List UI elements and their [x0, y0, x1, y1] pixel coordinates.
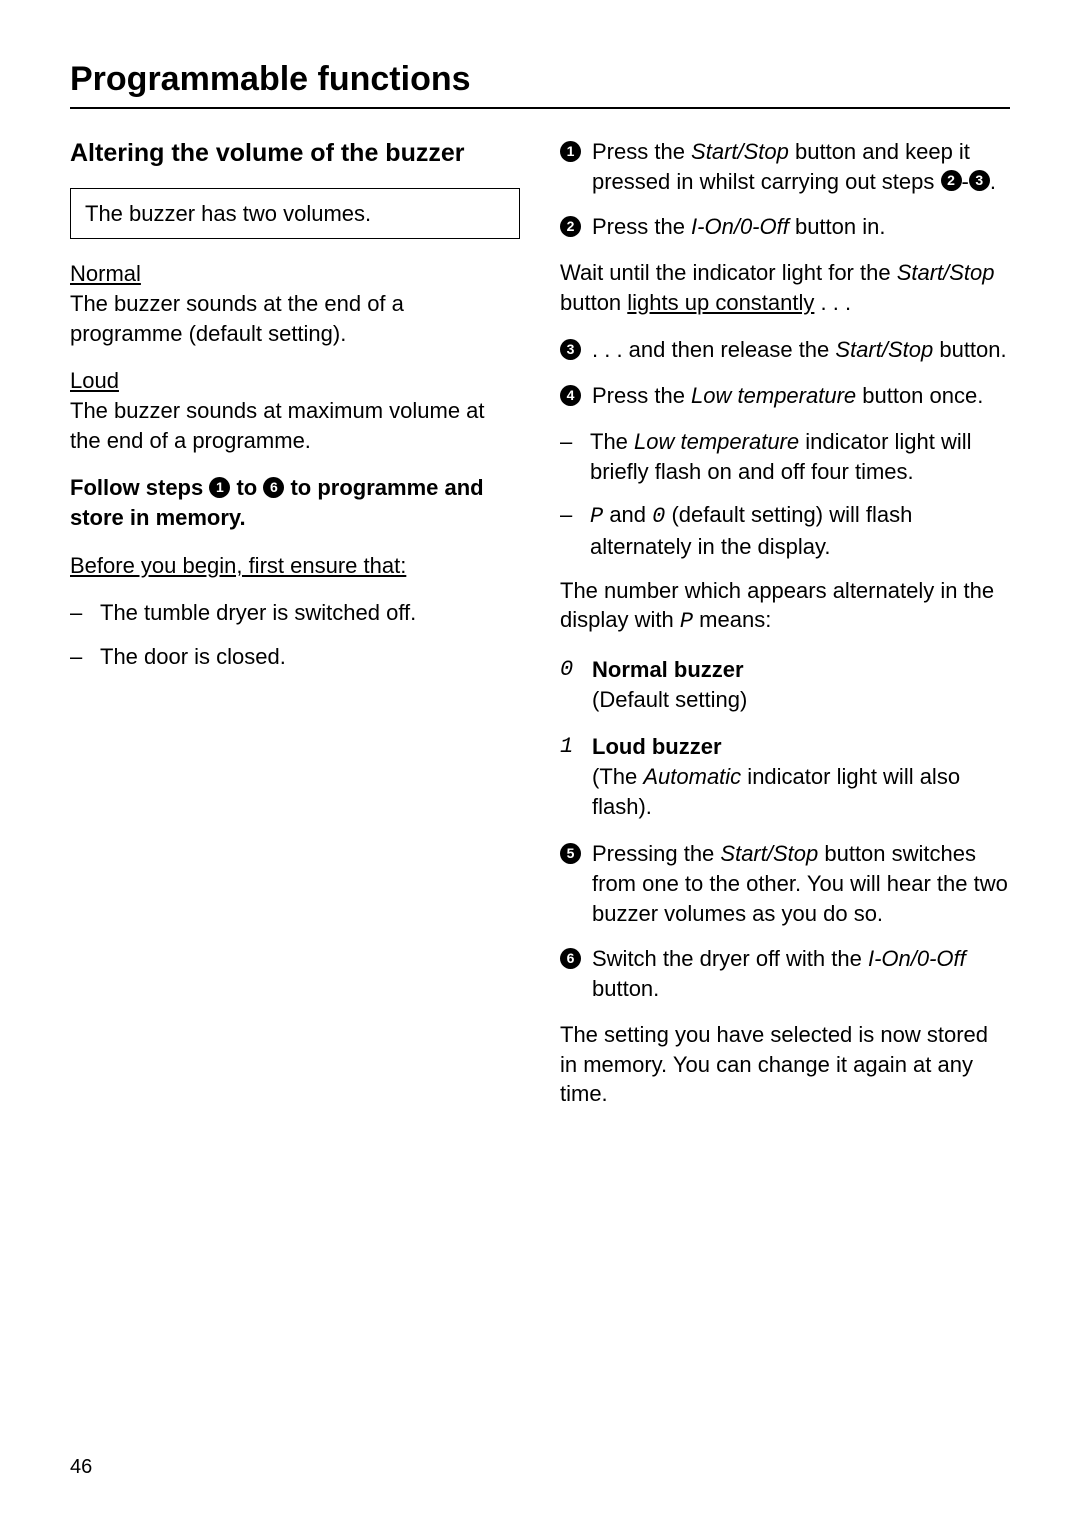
wait-para: Wait until the indicator light for the S…	[560, 258, 1010, 317]
step-3-text: . . . and then release the Start/Stop bu…	[592, 335, 1007, 365]
step-1: 1 Press the Start/Stop button and keep i…	[560, 137, 1010, 196]
circled-4-icon: 4	[560, 385, 581, 406]
step-3: 3 . . . and then release the Start/Stop …	[560, 335, 1010, 365]
step-2: 2 Press the I-On/0-Off button in.	[560, 212, 1010, 242]
step-4: 4 Press the Low temperature button once.	[560, 381, 1010, 411]
circled-2-icon: 2	[560, 216, 581, 237]
circled-1-icon: 1	[209, 477, 230, 498]
circled-5-icon: 5	[560, 843, 581, 864]
left-column: Altering the volume of the buzzer The bu…	[70, 137, 520, 1127]
step-2-text: Press the I-On/0-Off button in.	[592, 212, 885, 242]
dash-lowtemp-text: The Low temperature indicator light will…	[590, 427, 1010, 486]
ensure-item-2: – The door is closed.	[70, 642, 520, 672]
circled-3-icon: 3	[560, 339, 581, 360]
step-6-text: Switch the dryer off with the I-On/0-Off…	[592, 944, 1010, 1003]
stored-para: The setting you have selected is now sto…	[560, 1020, 1010, 1109]
step-5: 5 Pressing the Start/Stop button switche…	[560, 839, 1010, 928]
loud-buzzer-text: Loud buzzer (The Automatic indicator lig…	[592, 732, 1010, 821]
digit-0: 0	[560, 655, 592, 714]
follow-prefix: Follow steps	[70, 475, 209, 500]
dash-p-zero-text: P and 0 (default setting) will flash alt…	[590, 500, 1010, 561]
dash-icon: –	[70, 598, 100, 628]
ensure-item-1-text: The tumble dryer is switched off.	[100, 598, 416, 628]
section-heading: Altering the volume of the buzzer	[70, 137, 520, 170]
loud-label: Loud	[70, 368, 119, 393]
loud-text: The buzzer sounds at maximum volume at t…	[70, 398, 485, 453]
circled-1-icon: 1	[560, 141, 581, 162]
ensure-item-2-text: The door is closed.	[100, 642, 286, 672]
follow-to: to	[230, 475, 263, 500]
circled-6-icon: 6	[560, 948, 581, 969]
dash-lowtemp: – The Low temperature indicator light wi…	[560, 427, 1010, 486]
loud-buzzer-item: 1 Loud buzzer (The Automatic indicator l…	[560, 732, 1010, 821]
loud-block: Loud The buzzer sounds at maximum volume…	[70, 366, 520, 455]
normal-block: Normal The buzzer sounds at the end of a…	[70, 259, 520, 348]
page-title: Programmable functions	[70, 60, 1010, 99]
step-1-text: Press the Start/Stop button and keep it …	[592, 137, 1010, 196]
ensure-item-1: – The tumble dryer is switched off.	[70, 598, 520, 628]
normal-label: Normal	[70, 261, 141, 286]
circled-3-icon: 3	[969, 170, 990, 191]
before-you-begin: Before you begin, first ensure that:	[70, 551, 520, 581]
step-4-text: Press the Low temperature button once.	[592, 381, 983, 411]
page-header: Programmable functions	[70, 60, 1010, 109]
normal-buzzer-item: 0 Normal buzzer (Default setting)	[560, 655, 1010, 714]
page-number: 46	[70, 1456, 92, 1479]
meaning-para: The number which appears alternately in …	[560, 576, 1010, 637]
before-you-begin-text: Before you begin, first ensure that:	[70, 553, 406, 578]
digit-1: 1	[560, 732, 592, 821]
info-box-text: The buzzer has two volumes.	[85, 201, 371, 226]
circled-6-icon: 6	[263, 477, 284, 498]
content-columns: Altering the volume of the buzzer The bu…	[70, 137, 1010, 1127]
follow-steps-line: Follow steps 1 to 6 to programme and sto…	[70, 473, 520, 532]
right-column: 1 Press the Start/Stop button and keep i…	[560, 137, 1010, 1127]
dash-icon: –	[560, 500, 590, 561]
normal-text: The buzzer sounds at the end of a progra…	[70, 291, 404, 346]
dash-p-zero: – P and 0 (default setting) will flash a…	[560, 500, 1010, 561]
circled-2-icon: 2	[941, 170, 962, 191]
dash-icon: –	[560, 427, 590, 486]
normal-buzzer-text: Normal buzzer (Default setting)	[592, 655, 747, 714]
step-5-text: Pressing the Start/Stop button switches …	[592, 839, 1010, 928]
info-box: The buzzer has two volumes.	[70, 188, 520, 240]
dash-icon: –	[70, 642, 100, 672]
step-6: 6 Switch the dryer off with the I-On/0-O…	[560, 944, 1010, 1003]
